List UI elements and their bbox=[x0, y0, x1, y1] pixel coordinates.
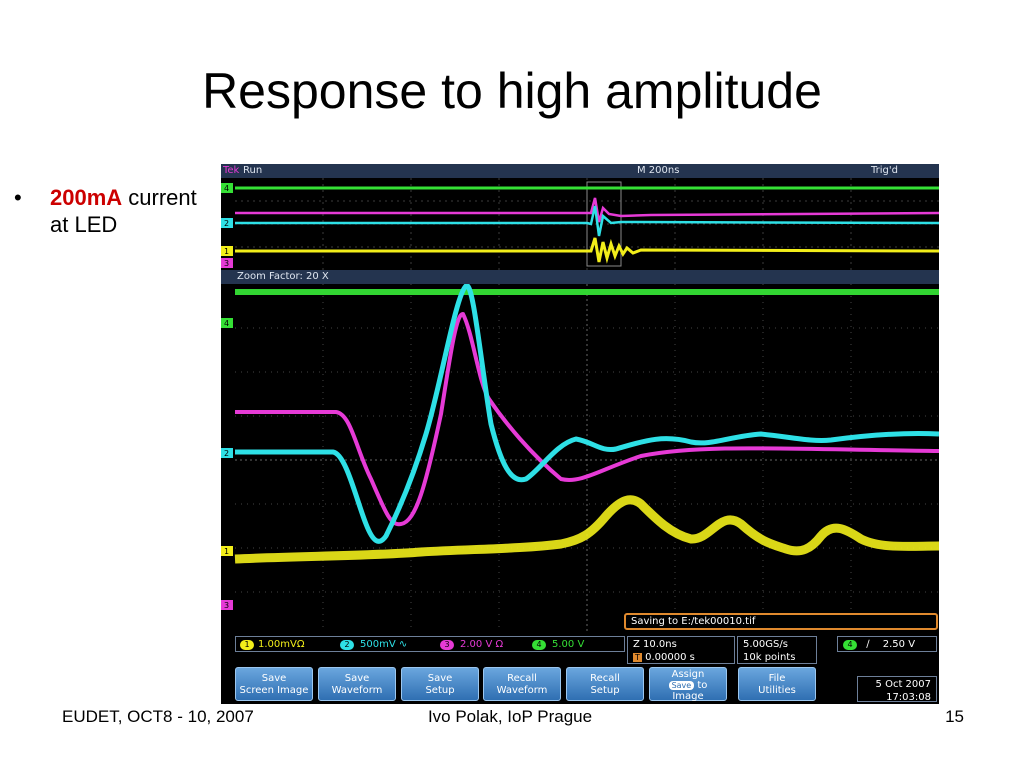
svg-text:1: 1 bbox=[224, 547, 229, 556]
time-label: 17:03:08 bbox=[886, 692, 931, 703]
ch3-badge[interactable]: 3 bbox=[440, 640, 454, 650]
ch1-scale: 1.00mVΩ bbox=[258, 639, 305, 650]
slide-title: Response to high amplitude bbox=[202, 63, 822, 119]
date-label: 5 Oct 2007 bbox=[875, 679, 931, 690]
trigger-pos-icon: T bbox=[633, 653, 642, 662]
channel-scale-bar: 1 1.00mVΩ 2 500mV ∿ 3 2.00 V Ω 4 5.00 V bbox=[235, 636, 625, 652]
svg-text:4: 4 bbox=[224, 184, 229, 193]
run-status: Run bbox=[243, 165, 263, 176]
recall-waveform-button[interactable]: Recall Waveform bbox=[483, 667, 561, 701]
sample-rate: 5.00GS/s bbox=[743, 639, 788, 650]
bullet-text: current at LED bbox=[50, 185, 197, 237]
ch4-badge[interactable]: 4 bbox=[532, 640, 546, 650]
trigger-slope-icon: ∕ bbox=[866, 639, 870, 650]
datetime-readout: 5 Oct 2007 17:03:08 bbox=[857, 676, 937, 703]
footer-page-number: 15 bbox=[945, 707, 964, 726]
brand-logo: Tek bbox=[223, 165, 240, 176]
bullet-highlight: 200mA bbox=[50, 185, 123, 210]
recall-setup-button[interactable]: Recall Setup bbox=[566, 667, 644, 701]
footer-event: EUDET, OCT8 - 10, 2007 bbox=[62, 707, 254, 726]
ch4-scale: 5.00 V bbox=[552, 639, 585, 650]
file-utilities-button[interactable]: File Utilities bbox=[738, 667, 816, 701]
timebase-readout: M 200ns bbox=[637, 165, 680, 176]
footer-author: Ivo Polak, IoP Prague bbox=[427, 707, 593, 726]
zoom-waveform: 4 2 1 3 bbox=[221, 284, 939, 632]
ch2-badge[interactable]: 2 bbox=[340, 640, 354, 650]
svg-text:3: 3 bbox=[224, 601, 229, 610]
status-bar: Tek Run M 200ns Trig'd bbox=[221, 164, 939, 178]
bullet-text-block: 200mA current at LED bbox=[50, 184, 200, 238]
svg-text:3: 3 bbox=[224, 259, 229, 268]
save-key-icon: Save bbox=[668, 681, 695, 690]
horizontal-readout: Z 10.0ns T 0.00000 s bbox=[627, 636, 735, 664]
svg-text:4: 4 bbox=[224, 319, 229, 328]
svg-text:1: 1 bbox=[224, 247, 229, 256]
trigger-status: Trig'd bbox=[871, 165, 898, 176]
trigger-readout: 4 ∕ 2.50 V bbox=[837, 636, 937, 652]
save-screen-image-button[interactable]: Save Screen Image bbox=[235, 667, 313, 701]
save-waveform-button[interactable]: Save Waveform bbox=[318, 667, 396, 701]
ch3-scale: 2.00 V Ω bbox=[460, 639, 504, 650]
overview-waveform: 4 2 1 3 bbox=[221, 178, 939, 270]
assign-save-button[interactable]: Assign Save to Image bbox=[649, 667, 727, 702]
saving-message: Saving to E:/tek00010.tif bbox=[624, 613, 938, 630]
save-setup-button[interactable]: Save Setup bbox=[401, 667, 479, 701]
zoom-time-scale: Z 10.0ns bbox=[633, 639, 677, 650]
trigger-position: T 0.00000 s bbox=[633, 652, 695, 663]
ch2-scale: 500mV ∿ bbox=[360, 639, 408, 650]
svg-text:2: 2 bbox=[224, 219, 229, 228]
record-length: 10k points bbox=[743, 652, 796, 663]
zoom-channel-markers: 4 2 1 3 bbox=[221, 318, 233, 610]
zoom-factor-label: Zoom Factor: 20 X bbox=[237, 271, 329, 282]
acquisition-readout: 5.00GS/s 10k points bbox=[737, 636, 817, 664]
overview-channel-markers: 4 2 1 3 bbox=[221, 183, 233, 268]
ch1-badge[interactable]: 1 bbox=[240, 640, 254, 650]
trigger-level: 2.50 V bbox=[882, 639, 916, 650]
zoom-bar: Zoom Factor: 20 X bbox=[221, 270, 939, 284]
svg-text:2: 2 bbox=[224, 449, 229, 458]
trigger-channel-badge: 4 bbox=[843, 640, 857, 650]
bullet-dot: • bbox=[14, 185, 22, 210]
oscilloscope-screen: Tek Run M 200ns Trig'd 4 2 1 3 Zoom Fact… bbox=[221, 164, 939, 704]
